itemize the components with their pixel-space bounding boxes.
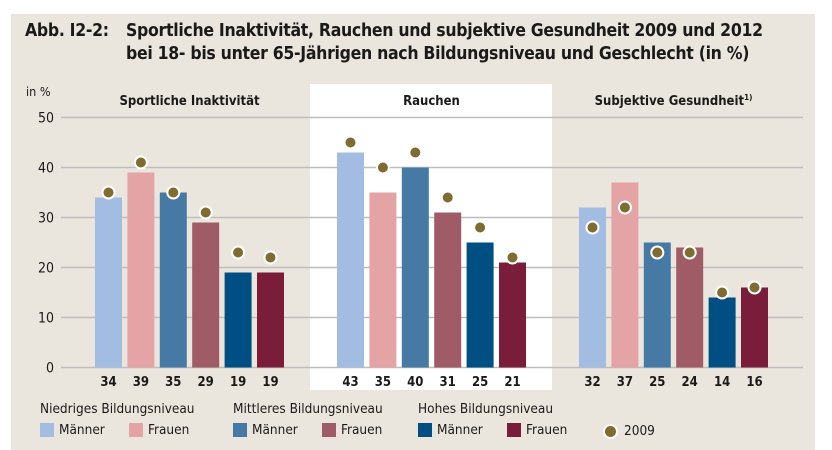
panel-title-text: Subjektive Gesundheit: [595, 94, 745, 109]
bar-value-label: 16: [746, 375, 762, 390]
bar-2-3: [676, 247, 704, 368]
bar-0-4: [224, 272, 252, 368]
bar-1-2: [401, 167, 429, 368]
bar-1-3: [434, 212, 462, 368]
dot-2009-2-1: [617, 200, 632, 215]
y-axis-label: in %: [26, 84, 51, 99]
legend-label: Frauen: [148, 422, 190, 438]
bar-2-5: [741, 287, 768, 368]
y-tick-label: 50: [38, 111, 54, 127]
legend-label: Männer: [437, 422, 483, 438]
y-tick-label: 40: [38, 161, 54, 177]
legend-label: Männer: [252, 422, 298, 438]
dot-2009-0-0: [101, 185, 116, 200]
bar-value-label: 39: [133, 375, 149, 390]
bar-0-1: [127, 172, 155, 368]
figure-title-line-1: Sportliche Inaktivität, Rauchen und subj…: [126, 21, 763, 41]
bar-1-0: [337, 152, 364, 368]
bar-1-5: [499, 262, 526, 368]
panel-title-1: Rauchen: [403, 94, 460, 109]
bar-value-label: 19: [230, 375, 246, 390]
y-tick-label: 0: [46, 361, 54, 377]
bar-value-label: 35: [375, 375, 391, 390]
bar-value-label: 29: [198, 375, 214, 390]
legend-item: Frauen: [507, 422, 567, 438]
dot-2009-0-2: [166, 185, 181, 200]
legend-swatch: [507, 423, 521, 437]
legend-item: Männer: [233, 422, 298, 438]
bar-value-label: 43: [342, 375, 358, 390]
bar-value-label: 21: [504, 375, 520, 390]
legend-label: 2009: [624, 423, 655, 439]
dot-2009-1-0: [343, 135, 358, 150]
dot-2009-2-3: [682, 245, 697, 260]
legend-swatch: [233, 423, 247, 437]
bar-value-label: 37: [617, 375, 633, 390]
dot-2009-2-2: [650, 245, 665, 260]
bar-1-1: [369, 192, 397, 368]
bar-2-2: [643, 242, 671, 368]
legend-swatch: [129, 423, 143, 437]
panel-title-0: Sportliche Inaktivität: [119, 94, 260, 109]
dot-2009-0-1: [133, 155, 148, 170]
dot-2009-0-3: [198, 205, 213, 220]
legend-item: Männer: [40, 422, 105, 438]
bar-value-label: 34: [100, 375, 116, 390]
bar-value-label: 40: [407, 375, 423, 390]
legend-item-2009: 2009: [605, 423, 655, 439]
dot-2009-1-3: [440, 190, 455, 205]
bar-1-4: [466, 242, 494, 368]
legend-swatch: [322, 423, 336, 437]
bar-value-label: 31: [440, 375, 456, 390]
figure-number: Abb. I2-2:: [25, 21, 109, 41]
y-tick-label: 10: [38, 311, 54, 327]
legend-group-title: Niedriges Bildungsniveau: [40, 401, 195, 417]
legend-group-title: Hohes Bildungsniveau: [418, 401, 554, 417]
bar-value-label: 24: [682, 375, 698, 390]
panel-title-2: Subjektive Gesundheit1): [595, 93, 753, 109]
bar-value-label: 14: [714, 375, 730, 390]
dot-2009-2-0: [585, 220, 600, 235]
bar-0-5: [257, 272, 284, 368]
bar-0-2: [159, 192, 187, 368]
panel-title-text: Rauchen: [403, 94, 460, 109]
dot-2009-0-4: [231, 245, 246, 260]
legend-label: Männer: [59, 422, 105, 438]
figure-title-line-2: bei 18- bis unter 65-Jährigen nach Bildu…: [126, 44, 750, 64]
dot-2009-2-5: [747, 280, 762, 295]
legend-label: Frauen: [341, 422, 383, 438]
legend-item: Frauen: [322, 422, 382, 438]
dot-2009-1-2: [408, 145, 423, 160]
bar-0-0: [95, 197, 122, 368]
panel-footnote: 1): [744, 93, 752, 102]
bar-value-label: 35: [165, 375, 181, 390]
dot-2009-2-4: [715, 285, 730, 300]
dot-2009-1-5: [505, 250, 520, 265]
bar-2-4: [708, 297, 736, 368]
bar-value-label: 19: [262, 375, 278, 390]
legend-dot-icon: [605, 425, 616, 437]
bar-value-label: 32: [584, 375, 600, 390]
legend-swatch: [40, 423, 54, 437]
legend-label: Frauen: [526, 422, 568, 438]
bar-value-label: 25: [472, 375, 488, 390]
legend-group-title: Mittleres Bildungsniveau: [233, 401, 383, 417]
legend-item: Frauen: [129, 422, 189, 438]
dot-2009-1-4: [473, 220, 488, 235]
y-tick-label: 20: [38, 261, 54, 277]
bar-value-label: 25: [649, 375, 665, 390]
dot-2009-0-5: [263, 250, 278, 265]
legend-swatch: [418, 423, 432, 437]
legend-item: Männer: [418, 422, 483, 438]
y-tick-label: 30: [38, 211, 54, 227]
bar-0-3: [192, 222, 220, 368]
dot-2009-1-1: [375, 160, 390, 175]
panel-title-text: Sportliche Inaktivität: [119, 94, 260, 109]
